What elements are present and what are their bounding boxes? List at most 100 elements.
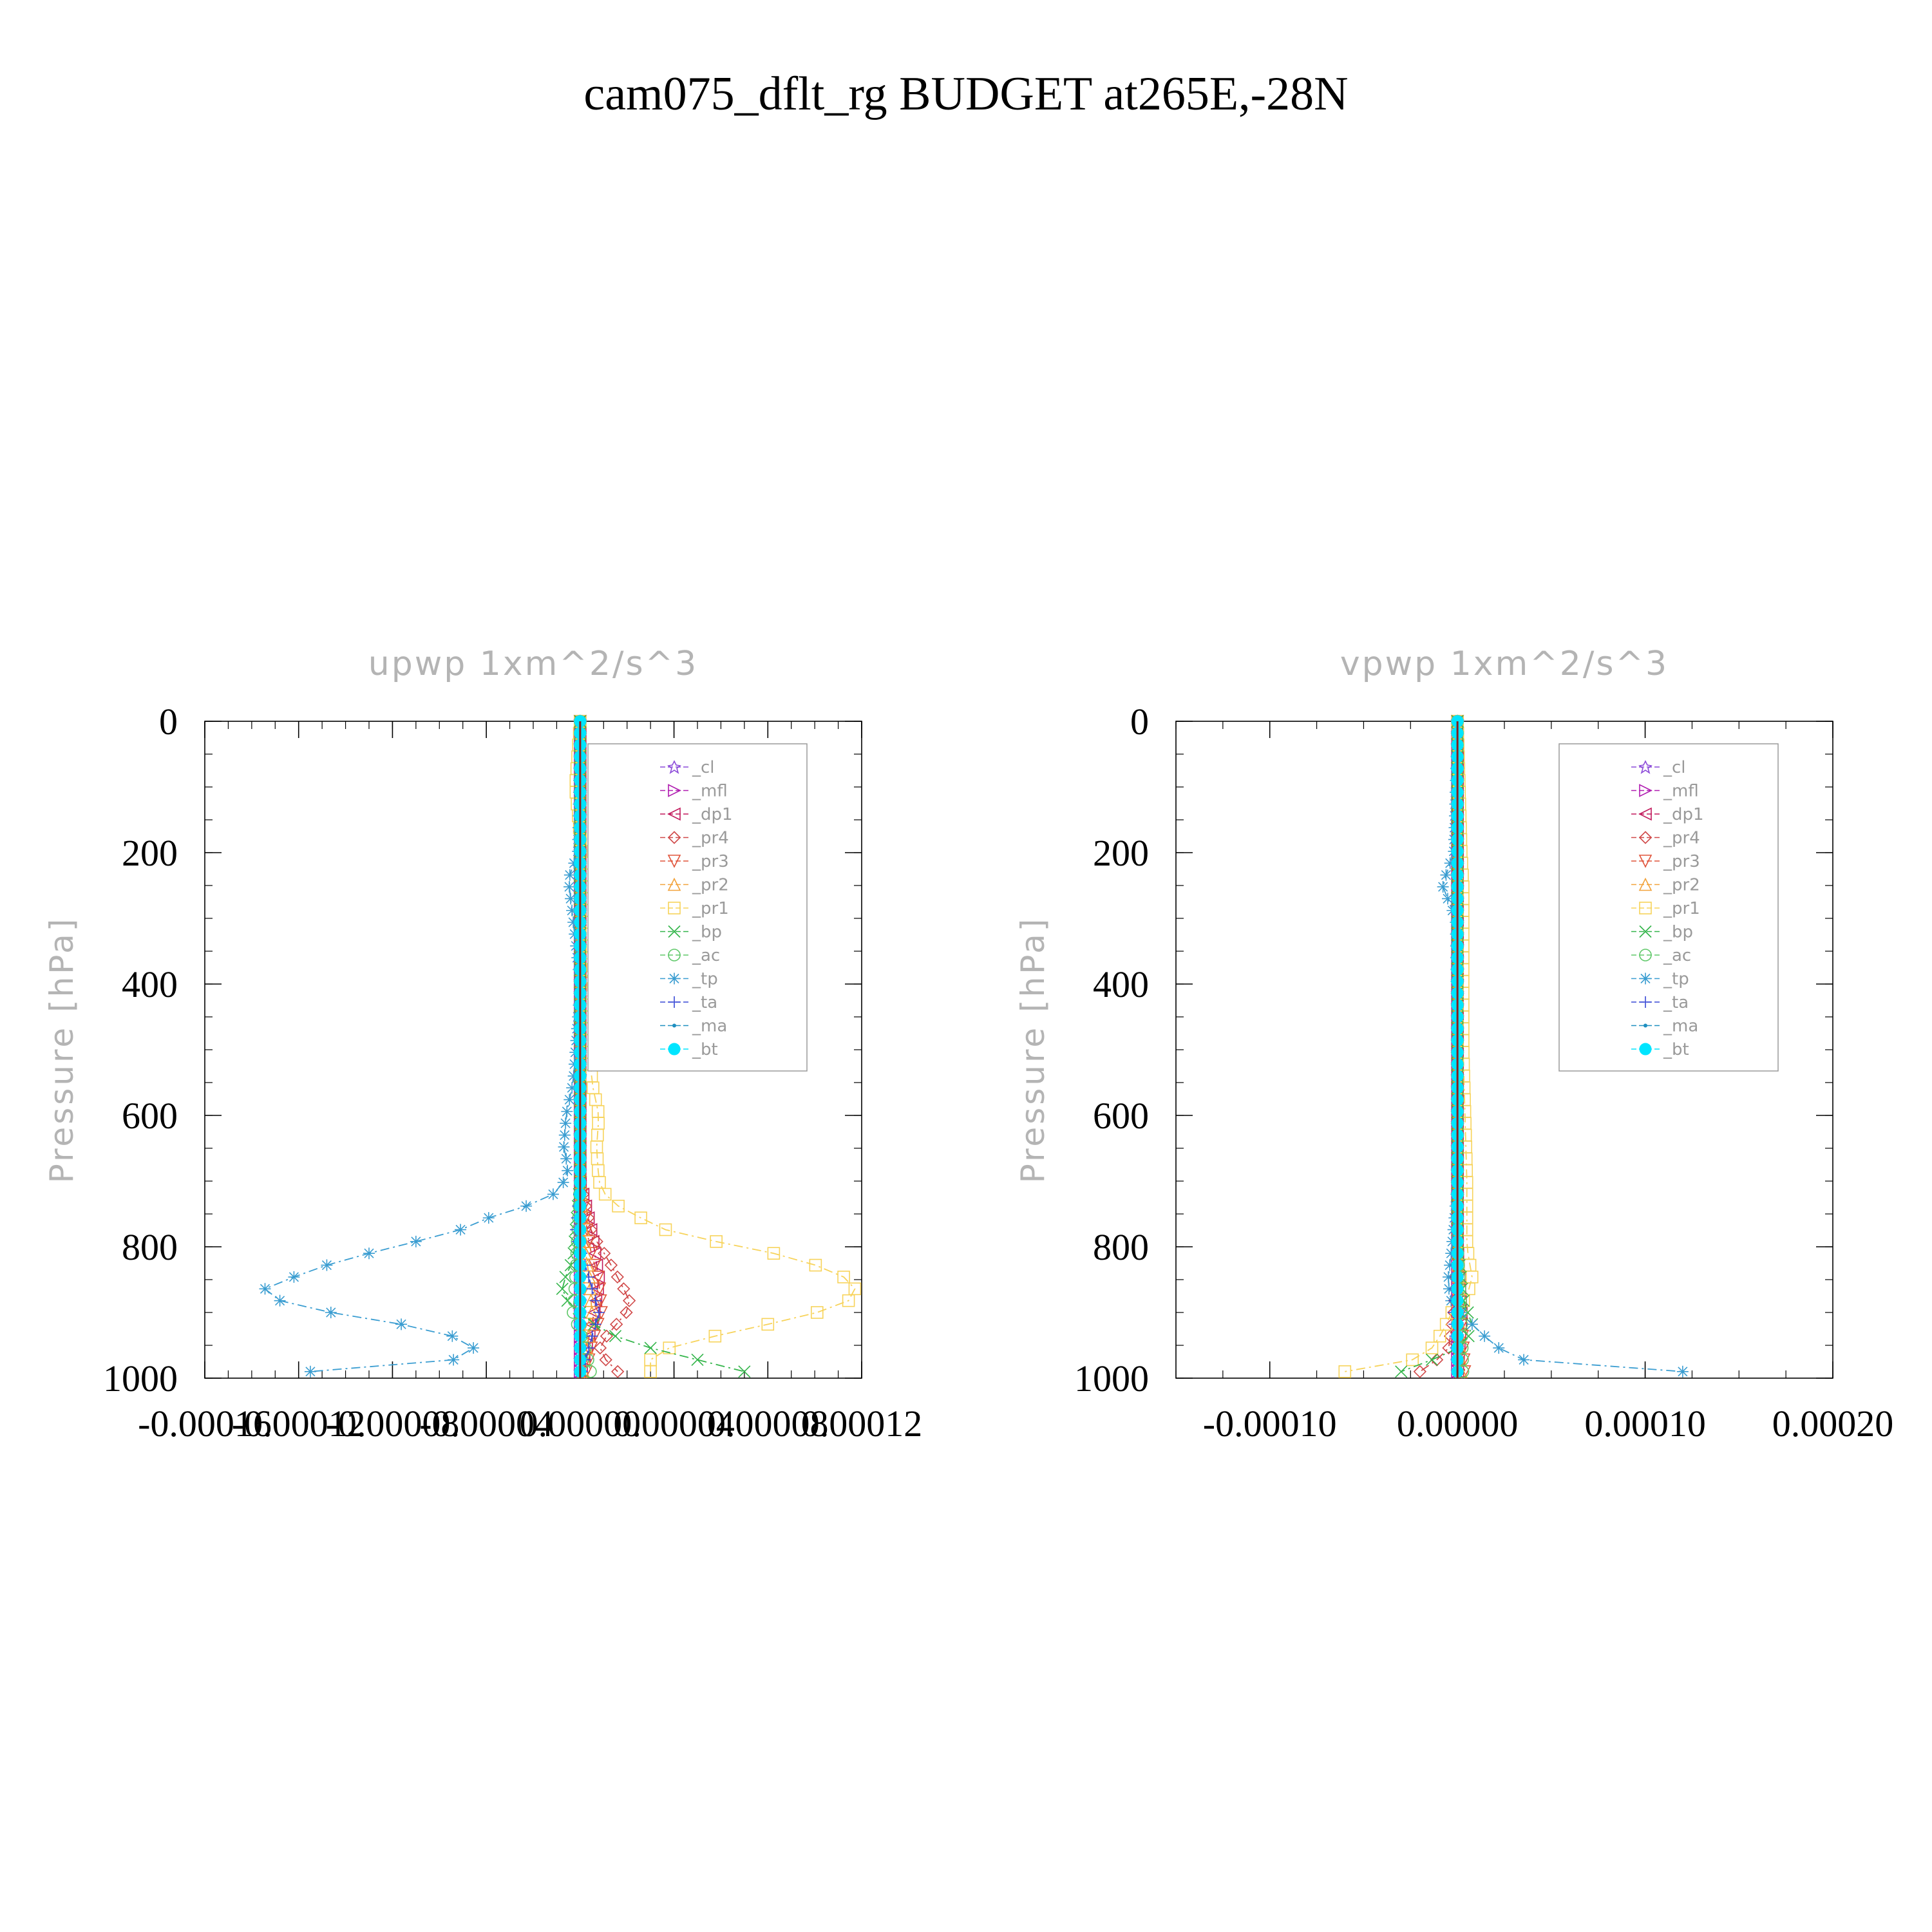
series-point_pr1 [659,1223,672,1236]
y-tick-label: 200 [1093,832,1149,874]
legend-entry_bp: _bp [1631,923,1693,942]
panel-title: vpwp 1xm^2/s^3 [1340,645,1669,683]
legend-marker [1639,925,1652,938]
series-point_pr4 [611,1270,624,1284]
legend-label: _bp [1663,923,1693,942]
series-point_bp [556,1282,569,1295]
y-tick-label: 0 [1130,701,1149,743]
series-point_pr1 [1425,1341,1439,1354]
series-point_pr1 [1338,1365,1352,1378]
series-point_pr4 [1413,1365,1426,1378]
legend-label: _pr2 [1663,876,1700,895]
series-point_bp [1425,1353,1439,1367]
series-point_tp [1445,1247,1457,1260]
legend-entry_ma: _ma [660,1017,727,1036]
legend-entry_pr1: _pr1 [1631,899,1700,918]
legend-label: _ac [1663,946,1691,965]
legend-marker [668,972,680,985]
series-point_tp [1437,881,1449,893]
x-tick-label: 0.00008 [707,1403,829,1444]
x-tick-label: -0.00010 [1203,1403,1337,1444]
legend-marker [668,1043,681,1056]
series-point_tp [1493,1342,1505,1354]
legend-label: _mfl [1663,782,1699,801]
series-point_pr4 [604,1258,618,1272]
legend-label: _pr1 [692,899,729,918]
y-tick-label: 600 [122,1095,178,1137]
legend-entry_ta: _ta [660,993,717,1012]
series-point_tp [325,1307,337,1318]
series-point_pr4 [599,1353,612,1367]
legend-entry_tp: _tp [660,970,718,989]
series-point_pr1 [809,1258,822,1272]
series-point_bp [644,1341,657,1354]
series-point_tp [547,1188,559,1200]
legend-entry_ta: _ta [1631,993,1689,1012]
legend-label: _pr1 [1663,899,1700,918]
x-tick-label: -0.00008 [326,1403,460,1444]
legend-marker [1639,949,1652,961]
x-tick-label: 0.00000 [1397,1403,1519,1444]
series-point_pr1 [842,1294,855,1307]
legend-label: _bp [692,923,722,942]
series-point_pr4 [622,1294,636,1307]
series-point_tp [564,1094,576,1106]
series-point_tp [363,1247,375,1260]
series-point_pr1 [598,1188,612,1201]
legend-marker [668,902,681,914]
legend-marker [667,760,681,774]
series-point_tp [1466,1318,1478,1331]
legend-entry_dp1: _dp1 [1631,805,1704,824]
legend-marker [668,949,681,961]
series-point_pr1 [663,1341,676,1354]
legend-label: _bt [1663,1040,1689,1059]
legend-entry_mfl: _mfl [1631,782,1699,801]
series-point_bp [738,1365,751,1378]
series-point_tp [520,1200,533,1212]
series-point_tp [395,1318,408,1331]
legend-label: _ta [692,993,717,1012]
series-point_tp [1443,1283,1455,1295]
series-point_pr1 [612,1199,625,1213]
series-point_tp [468,1342,480,1354]
series-point_tp [565,893,577,905]
series-point_pr4 [620,1305,633,1320]
series-point_pr4 [1430,1353,1444,1367]
series-point_tp [567,1070,580,1082]
series-point_tp [304,1365,316,1378]
legend-label: _mfl [692,782,728,801]
series-point_bp [609,1330,622,1343]
series-point_tp [1444,857,1456,869]
series-point_bp [1462,1330,1475,1343]
series-point_pr1 [710,1235,723,1248]
legend-entry_pr2: _pr2 [660,876,729,895]
series-point_pr1 [810,1306,824,1319]
legend-marker [1639,784,1653,797]
series-point_pr1 [767,1247,781,1260]
legend-box [1558,743,1779,1072]
legend-marker [1638,807,1652,821]
series-point_pr1 [1406,1353,1419,1367]
x-tick-label: 0.00020 [1772,1403,1894,1444]
legend-marker [667,807,681,821]
legend-marker [1640,972,1651,985]
legend-marker [667,877,681,891]
series-point_pr1 [837,1271,850,1283]
legend-marker [1640,996,1651,1008]
series_tp [259,715,586,1378]
y-tick-label: 1000 [1074,1358,1149,1399]
series-point_pr4 [610,1318,623,1331]
legend-label: _tp [1663,970,1689,989]
y-tick-label: 400 [122,963,178,1005]
legend-entry_pr3: _pr3 [1631,852,1700,871]
series-point_pr3 [588,1258,601,1273]
legend-label: _pr3 [692,852,729,871]
series-point_pr3 [591,1271,605,1284]
x-tick-label: -0.00016 [138,1403,272,1444]
legend-label: _ma [1663,1017,1698,1036]
series-point_tp [1676,1365,1689,1378]
legend-entry_pr4: _pr4 [1631,829,1700,848]
legend-entry_pr4: _pr4 [660,829,729,848]
legend-entry_bt: _bt [660,1040,718,1059]
